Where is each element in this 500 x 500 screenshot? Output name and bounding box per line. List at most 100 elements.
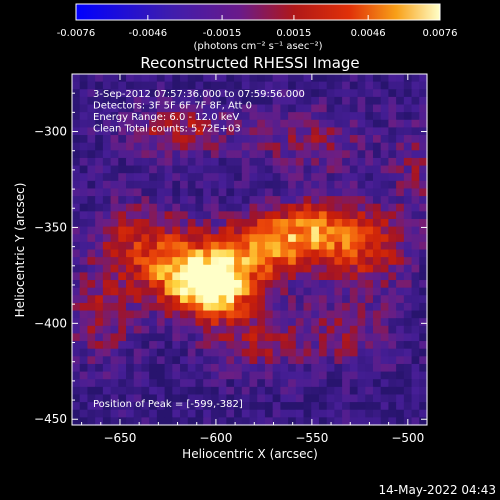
- heatmap-cell: [118, 218, 127, 228]
- heatmap-cell: [288, 203, 297, 212]
- heatmap-cell: [288, 142, 297, 151]
- heatmap-cell: [349, 226, 359, 235]
- heatmap-cell: [95, 341, 104, 350]
- heatmap-cell: [349, 249, 359, 258]
- heatmap-cell: [257, 386, 266, 396]
- heatmap-cell: [249, 310, 258, 319]
- heatmap-cell: [180, 96, 189, 106]
- heatmap-cell: [411, 272, 420, 281]
- heatmap-cell: [318, 310, 328, 319]
- heatmap-cell: [180, 386, 189, 396]
- heatmap-cell: [249, 318, 258, 327]
- heatmap-cell: [95, 81, 104, 90]
- heatmap-cell: [195, 74, 204, 83]
- heatmap-cell: [303, 96, 312, 106]
- heatmap-cell: [87, 203, 96, 212]
- heatmap-cell: [295, 379, 305, 388]
- heatmap-cell: [72, 157, 81, 167]
- heatmap-cell: [180, 356, 189, 365]
- heatmap-cell: [280, 74, 289, 83]
- heatmap-cell: [388, 157, 397, 167]
- heatmap-cell: [95, 74, 104, 83]
- heatmap-cell: [172, 241, 181, 251]
- heatmap-cell: [149, 188, 158, 197]
- heatmap-cell: [403, 257, 413, 266]
- heatmap-cell: [203, 325, 212, 335]
- heatmap-cell: [72, 417, 81, 426]
- heatmap-cell: [295, 150, 305, 159]
- heatmap-cell: [156, 127, 166, 136]
- heatmap-cell: [156, 417, 166, 426]
- heatmap-cell: [388, 371, 397, 380]
- heatmap-cell: [403, 96, 413, 106]
- heatmap-cell: [326, 218, 335, 228]
- heatmap-cell: [403, 196, 413, 205]
- heatmap-cell: [311, 104, 320, 113]
- heatmap-cell: [118, 241, 127, 251]
- heatmap-cell: [419, 333, 428, 342]
- heatmap-cell: [118, 325, 127, 335]
- heatmap-cell: [264, 196, 274, 205]
- heatmap-cell: [149, 196, 158, 205]
- heatmap-cell: [234, 165, 243, 174]
- heatmap-cell: [126, 81, 135, 90]
- heatmap-cell: [133, 409, 143, 418]
- heatmap-cell: [79, 310, 89, 319]
- heatmap-cell: [272, 287, 281, 296]
- heatmap-cell: [110, 218, 119, 228]
- heatmap-cell: [102, 188, 112, 197]
- heatmap-cell: [295, 356, 305, 365]
- heatmap-cell: [234, 280, 243, 289]
- heatmap-cell: [357, 218, 366, 228]
- heatmap-cell: [411, 295, 420, 304]
- heatmap-cell: [419, 157, 428, 167]
- heatmap-cell: [180, 157, 189, 167]
- heatmap-cell: [318, 96, 328, 106]
- heatmap-cell: [318, 203, 328, 212]
- heatmap-cell: [210, 310, 220, 319]
- heatmap-cell: [419, 196, 428, 205]
- heatmap-cell: [357, 211, 366, 220]
- heatmap-cell: [295, 363, 305, 373]
- heatmap-cell: [187, 371, 197, 380]
- heatmap-cell: [218, 287, 227, 296]
- heatmap-cell: [156, 409, 166, 418]
- heatmap-cell: [388, 348, 397, 357]
- heatmap-cell: [403, 356, 413, 365]
- heatmap-cell: [102, 241, 112, 251]
- heatmap-cell: [218, 318, 227, 327]
- x-tick-label: −550: [295, 431, 328, 445]
- heatmap-cell: [187, 203, 197, 212]
- heatmap-cell: [342, 264, 351, 273]
- heatmap-cell: [102, 127, 112, 136]
- heatmap-cell: [372, 89, 382, 98]
- heatmap-cell: [218, 264, 227, 273]
- heatmap-cell: [164, 280, 173, 289]
- heatmap-cell: [342, 394, 351, 403]
- heatmap-cell: [311, 394, 320, 403]
- heatmap-cell: [249, 287, 258, 296]
- heatmap-cell: [164, 89, 173, 98]
- heatmap-cell: [419, 409, 428, 418]
- heatmap-cell: [126, 89, 135, 98]
- heatmap-cell: [172, 310, 181, 319]
- heatmap-cell: [303, 218, 312, 228]
- heatmap-cell: [110, 211, 119, 220]
- heatmap-cell: [118, 74, 127, 83]
- heatmap-cell: [218, 74, 227, 83]
- heatmap-cell: [257, 363, 266, 373]
- heatmap-cell: [164, 249, 173, 258]
- heatmap-cell: [365, 135, 374, 144]
- heatmap-cell: [411, 363, 420, 373]
- heatmap-cell: [295, 280, 305, 289]
- heatmap-cell: [357, 157, 366, 167]
- heatmap-cell: [180, 341, 189, 350]
- heatmap-cell: [257, 150, 266, 159]
- heatmap-cell: [87, 295, 96, 304]
- heatmap-cell: [280, 310, 289, 319]
- heatmap-cell: [411, 348, 420, 357]
- heatmap-cell: [419, 310, 428, 319]
- heatmap-cell: [234, 371, 243, 380]
- heatmap-cell: [357, 280, 366, 289]
- heatmap-cell: [72, 226, 81, 235]
